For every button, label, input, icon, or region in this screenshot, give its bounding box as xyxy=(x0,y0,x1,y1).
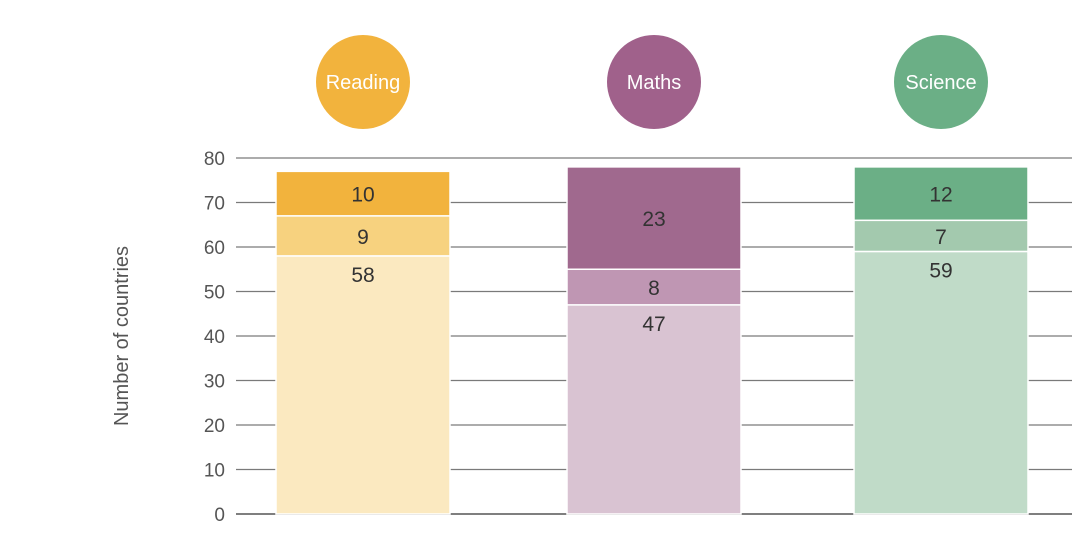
bars: 58 9 10 47 8 23 59 7 12 xyxy=(275,166,1029,515)
bar-segment xyxy=(853,250,1029,515)
category-badge-reading: Reading xyxy=(316,35,410,129)
bar-value-label: 59 xyxy=(929,259,952,282)
bar-stack-maths: 47 8 23 xyxy=(566,166,742,515)
bar-segment xyxy=(853,166,1029,222)
y-tick-label: 0 xyxy=(214,505,225,526)
category-badge-maths: Maths xyxy=(607,35,701,129)
category-circle xyxy=(316,35,410,129)
y-axis-label: Number of countries xyxy=(111,246,133,426)
category-label: Maths xyxy=(627,72,681,94)
bar-value-label: 58 xyxy=(351,264,374,287)
y-tick-label: 70 xyxy=(204,194,225,215)
category-badges: Reading Maths Science xyxy=(316,35,988,129)
y-tick-label: 50 xyxy=(204,283,225,304)
bar-value-label: 47 xyxy=(642,313,665,336)
bar-value-label: 12 xyxy=(929,184,952,207)
bar-stack-science: 59 7 12 xyxy=(853,166,1029,515)
category-badge-science: Science xyxy=(894,35,988,129)
category-circle xyxy=(894,35,988,129)
y-tick-label: 10 xyxy=(204,461,225,482)
bar-stack-reading: 58 9 10 xyxy=(275,170,451,515)
bar-value-label: 10 xyxy=(351,184,374,207)
y-axis-ticks: 0 10 20 30 40 50 60 70 80 xyxy=(204,149,225,526)
y-tick-label: 40 xyxy=(204,327,225,348)
y-tick-label: 20 xyxy=(204,416,225,437)
bar-segment xyxy=(566,166,742,270)
bar-value-label: 8 xyxy=(648,277,660,300)
bar-segment xyxy=(566,304,742,515)
bar-segment xyxy=(275,255,451,515)
category-label: Reading xyxy=(326,72,401,94)
bar-value-label: 9 xyxy=(357,226,369,249)
bar-segment xyxy=(275,170,451,217)
y-tick-label: 80 xyxy=(204,149,225,170)
bar-value-label: 7 xyxy=(935,226,947,249)
bar-value-label: 23 xyxy=(642,208,665,231)
category-label: Science xyxy=(905,72,976,94)
y-tick-label: 60 xyxy=(204,238,225,259)
category-circle xyxy=(607,35,701,129)
y-tick-label: 30 xyxy=(204,372,225,393)
